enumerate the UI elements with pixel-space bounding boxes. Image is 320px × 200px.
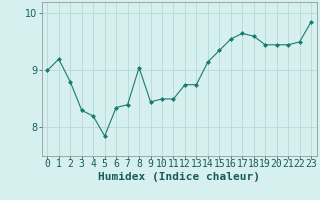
X-axis label: Humidex (Indice chaleur): Humidex (Indice chaleur) (98, 172, 260, 182)
